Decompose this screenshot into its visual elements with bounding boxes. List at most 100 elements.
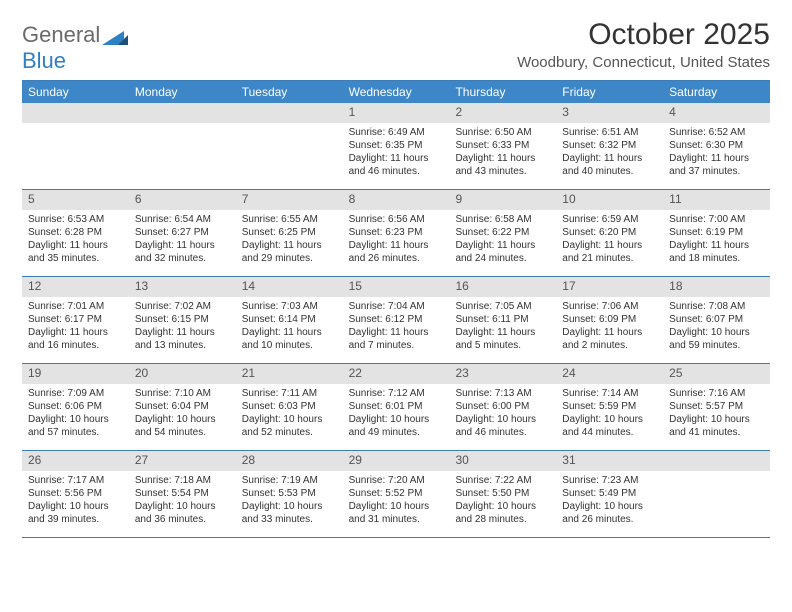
sunset-text: Sunset: 6:06 PM: [28, 400, 123, 413]
daylight-text: Daylight: 10 hours and 49 minutes.: [349, 413, 444, 439]
sunset-text: Sunset: 5:53 PM: [242, 487, 337, 500]
day-cell: 9Sunrise: 6:58 AMSunset: 6:22 PMDaylight…: [449, 190, 556, 276]
day-cell: 23Sunrise: 7:13 AMSunset: 6:00 PMDayligh…: [449, 364, 556, 450]
day-cell: 2Sunrise: 6:50 AMSunset: 6:33 PMDaylight…: [449, 103, 556, 189]
day-cell: 17Sunrise: 7:06 AMSunset: 6:09 PMDayligh…: [556, 277, 663, 363]
daylight-text: Daylight: 11 hours and 21 minutes.: [562, 239, 657, 265]
sunrise-text: Sunrise: 7:20 AM: [349, 474, 444, 487]
day-number: 31: [556, 451, 663, 471]
sunrise-text: Sunrise: 7:16 AM: [669, 387, 764, 400]
daylight-text: Daylight: 11 hours and 32 minutes.: [135, 239, 230, 265]
sunset-text: Sunset: 6:15 PM: [135, 313, 230, 326]
dow-cell: Wednesday: [343, 81, 450, 103]
day-cell: 28Sunrise: 7:19 AMSunset: 5:53 PMDayligh…: [236, 451, 343, 537]
day-cell: 1Sunrise: 6:49 AMSunset: 6:35 PMDaylight…: [343, 103, 450, 189]
day-number: 28: [236, 451, 343, 471]
day-number: 20: [129, 364, 236, 384]
day-number: 11: [663, 190, 770, 210]
sunset-text: Sunset: 6:35 PM: [349, 139, 444, 152]
day-cell: 22Sunrise: 7:12 AMSunset: 6:01 PMDayligh…: [343, 364, 450, 450]
day-number-empty: [129, 103, 236, 123]
location: Woodbury, Connecticut, United States: [517, 54, 770, 71]
sunrise-text: Sunrise: 7:09 AM: [28, 387, 123, 400]
day-body: Sunrise: 7:12 AMSunset: 6:01 PMDaylight:…: [343, 384, 450, 445]
day-number: 8: [343, 190, 450, 210]
day-body: Sunrise: 7:22 AMSunset: 5:50 PMDaylight:…: [449, 471, 556, 532]
day-body: Sunrise: 6:56 AMSunset: 6:23 PMDaylight:…: [343, 210, 450, 271]
day-cell: 8Sunrise: 6:56 AMSunset: 6:23 PMDaylight…: [343, 190, 450, 276]
day-body: Sunrise: 7:11 AMSunset: 6:03 PMDaylight:…: [236, 384, 343, 445]
day-body: Sunrise: 7:14 AMSunset: 5:59 PMDaylight:…: [556, 384, 663, 445]
sunset-text: Sunset: 5:59 PM: [562, 400, 657, 413]
sunrise-text: Sunrise: 6:53 AM: [28, 213, 123, 226]
day-number: 13: [129, 277, 236, 297]
day-cell: 14Sunrise: 7:03 AMSunset: 6:14 PMDayligh…: [236, 277, 343, 363]
day-number-empty: [236, 103, 343, 123]
sunrise-text: Sunrise: 7:23 AM: [562, 474, 657, 487]
day-number: 5: [22, 190, 129, 210]
sunset-text: Sunset: 6:17 PM: [28, 313, 123, 326]
sunset-text: Sunset: 5:50 PM: [455, 487, 550, 500]
day-number: 12: [22, 277, 129, 297]
sunset-text: Sunset: 5:49 PM: [562, 487, 657, 500]
day-number: 14: [236, 277, 343, 297]
logo-mark-icon: [102, 27, 128, 45]
sunrise-text: Sunrise: 7:14 AM: [562, 387, 657, 400]
day-body: Sunrise: 7:01 AMSunset: 6:17 PMDaylight:…: [22, 297, 129, 358]
day-body: Sunrise: 7:13 AMSunset: 6:00 PMDaylight:…: [449, 384, 556, 445]
week-row: 12Sunrise: 7:01 AMSunset: 6:17 PMDayligh…: [22, 277, 770, 364]
sunset-text: Sunset: 6:12 PM: [349, 313, 444, 326]
day-cell: 27Sunrise: 7:18 AMSunset: 5:54 PMDayligh…: [129, 451, 236, 537]
sunrise-text: Sunrise: 7:12 AM: [349, 387, 444, 400]
day-number: 19: [22, 364, 129, 384]
daylight-text: Daylight: 11 hours and 37 minutes.: [669, 152, 764, 178]
dow-cell: Saturday: [663, 81, 770, 103]
sunset-text: Sunset: 6:33 PM: [455, 139, 550, 152]
day-body: Sunrise: 7:05 AMSunset: 6:11 PMDaylight:…: [449, 297, 556, 358]
day-cell: [663, 451, 770, 537]
sunset-text: Sunset: 5:52 PM: [349, 487, 444, 500]
sunrise-text: Sunrise: 7:18 AM: [135, 474, 230, 487]
sunset-text: Sunset: 6:14 PM: [242, 313, 337, 326]
sunset-text: Sunset: 6:04 PM: [135, 400, 230, 413]
sunset-text: Sunset: 6:22 PM: [455, 226, 550, 239]
day-cell: 20Sunrise: 7:10 AMSunset: 6:04 PMDayligh…: [129, 364, 236, 450]
day-cell: 16Sunrise: 7:05 AMSunset: 6:11 PMDayligh…: [449, 277, 556, 363]
daylight-text: Daylight: 11 hours and 26 minutes.: [349, 239, 444, 265]
day-body: Sunrise: 7:23 AMSunset: 5:49 PMDaylight:…: [556, 471, 663, 532]
day-body: Sunrise: 6:53 AMSunset: 6:28 PMDaylight:…: [22, 210, 129, 271]
day-number: 16: [449, 277, 556, 297]
day-body: Sunrise: 7:02 AMSunset: 6:15 PMDaylight:…: [129, 297, 236, 358]
dow-cell: Thursday: [449, 81, 556, 103]
dow-cell: Tuesday: [236, 81, 343, 103]
day-number: 26: [22, 451, 129, 471]
day-body: Sunrise: 7:09 AMSunset: 6:06 PMDaylight:…: [22, 384, 129, 445]
daylight-text: Daylight: 10 hours and 31 minutes.: [349, 500, 444, 526]
sunset-text: Sunset: 6:23 PM: [349, 226, 444, 239]
daylight-text: Daylight: 10 hours and 57 minutes.: [28, 413, 123, 439]
day-body: Sunrise: 7:03 AMSunset: 6:14 PMDaylight:…: [236, 297, 343, 358]
weeks-container: 1Sunrise: 6:49 AMSunset: 6:35 PMDaylight…: [22, 103, 770, 538]
logo-text-blue: Blue: [22, 48, 66, 73]
daylight-text: Daylight: 10 hours and 46 minutes.: [455, 413, 550, 439]
sunrise-text: Sunrise: 6:50 AM: [455, 126, 550, 139]
daylight-text: Daylight: 10 hours and 39 minutes.: [28, 500, 123, 526]
sunrise-text: Sunrise: 7:03 AM: [242, 300, 337, 313]
sunrise-text: Sunrise: 7:05 AM: [455, 300, 550, 313]
sunset-text: Sunset: 6:07 PM: [669, 313, 764, 326]
day-number: 17: [556, 277, 663, 297]
sunset-text: Sunset: 6:32 PM: [562, 139, 657, 152]
day-number: 18: [663, 277, 770, 297]
month-title: October 2025: [517, 18, 770, 52]
logo-text-gray: General: [22, 22, 100, 47]
days-of-week-row: SundayMondayTuesdayWednesdayThursdayFrid…: [22, 81, 770, 103]
day-number: 1: [343, 103, 450, 123]
week-row: 1Sunrise: 6:49 AMSunset: 6:35 PMDaylight…: [22, 103, 770, 190]
day-body: Sunrise: 7:16 AMSunset: 5:57 PMDaylight:…: [663, 384, 770, 445]
dow-cell: Monday: [129, 81, 236, 103]
sunset-text: Sunset: 6:09 PM: [562, 313, 657, 326]
daylight-text: Daylight: 10 hours and 54 minutes.: [135, 413, 230, 439]
day-cell: 4Sunrise: 6:52 AMSunset: 6:30 PMDaylight…: [663, 103, 770, 189]
sunrise-text: Sunrise: 7:08 AM: [669, 300, 764, 313]
sunset-text: Sunset: 5:56 PM: [28, 487, 123, 500]
